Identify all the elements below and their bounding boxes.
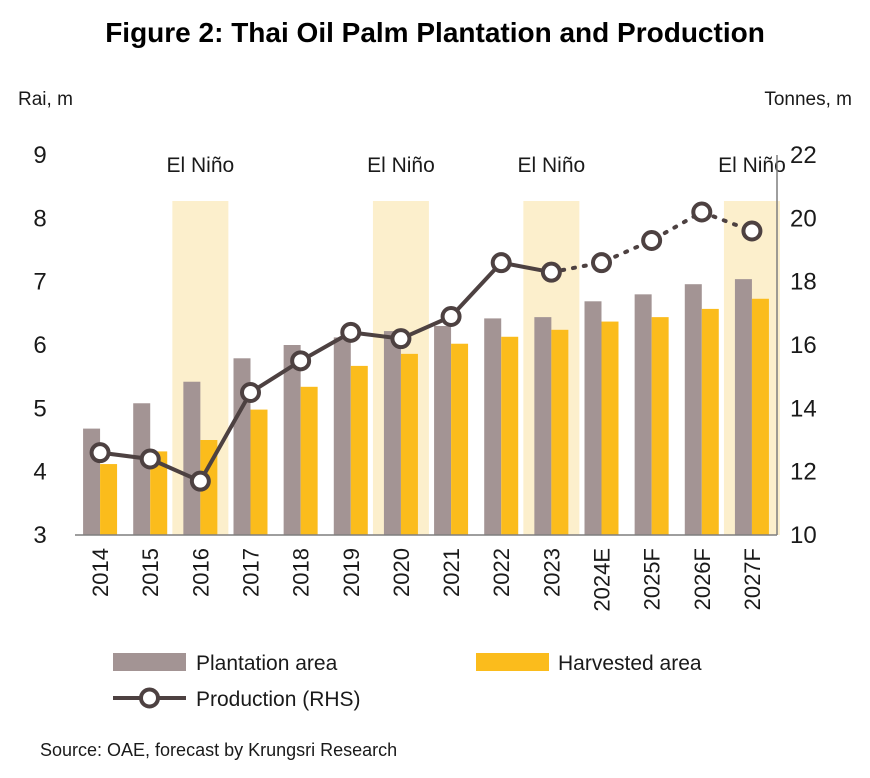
left-tick-label: 4 <box>33 459 46 486</box>
right-tick-label: 20 <box>790 205 817 232</box>
production-point <box>741 220 763 242</box>
harvested-area-bar <box>350 365 368 535</box>
category-label: 2026F <box>690 548 715 610</box>
harvested-area-bar <box>701 308 719 535</box>
left-tick-label: 9 <box>33 142 46 169</box>
legend: Plantation area Harvested area Production … <box>113 652 702 711</box>
el-nino-label: El Niño <box>518 154 586 177</box>
harvested-area-bar <box>250 409 268 535</box>
right-tick-label: 12 <box>790 459 817 486</box>
left-tick-label: 3 <box>33 522 46 549</box>
production-point <box>290 350 312 372</box>
plantation-area-bar <box>484 318 502 535</box>
right-tick-label: 16 <box>790 332 817 359</box>
plantation-area-bar <box>684 284 702 535</box>
plantation-area-bar <box>283 345 301 535</box>
production-point <box>591 252 612 274</box>
category-label: 2021 <box>439 548 464 597</box>
harvested-area-bar <box>200 440 218 535</box>
production-point <box>440 306 462 327</box>
category-label: 2027F <box>740 548 765 610</box>
production-line-actual <box>99 260 552 484</box>
harvested-area-bar <box>100 464 118 535</box>
legend-label-plantation: Plantation area <box>196 652 338 675</box>
left-tick-label: 8 <box>33 205 46 232</box>
category-label: 2024E <box>590 548 615 612</box>
left-axis-unit: Rai, m <box>18 89 73 110</box>
harvested-area-bar <box>150 451 168 535</box>
legend-label-harvested: Harvested area <box>558 652 702 675</box>
chart-title: Figure 2: Thai Oil Palm Plantation and P… <box>105 17 765 48</box>
production-point <box>691 201 713 223</box>
source-note: Source: OAE, forecast by Krungsri Resear… <box>40 740 397 760</box>
production-point <box>641 230 663 251</box>
left-tick-label: 6 <box>33 332 46 359</box>
production-point <box>139 448 161 470</box>
production-point <box>540 261 562 283</box>
harvested-area-bar <box>451 343 469 535</box>
plantation-area-bar <box>183 381 201 535</box>
harvested-area-bar <box>551 329 569 535</box>
harvested-area-bar <box>601 321 619 535</box>
plantation-area-bar <box>434 326 452 535</box>
legend-swatch-plantation <box>113 653 186 671</box>
right-tick-label: 10 <box>790 522 817 549</box>
harvested-area-bar <box>501 336 519 535</box>
category-label: 2023 <box>539 548 564 597</box>
plantation-area-bar <box>734 279 752 535</box>
category-label: 2015 <box>138 548 163 597</box>
production-point <box>490 252 512 274</box>
category-label: 2016 <box>188 548 213 597</box>
plantation-area-bar <box>383 331 401 535</box>
harvested-area-bar <box>400 353 418 535</box>
category-label: 2014 <box>88 548 113 597</box>
legend-swatch-harvested <box>476 653 549 671</box>
production-point <box>240 382 261 403</box>
production-line <box>89 201 763 492</box>
harvested-area-bar <box>300 386 318 535</box>
plantation-area-bar <box>133 403 151 535</box>
right-tick-label: 14 <box>790 395 817 422</box>
plantation-area-bar <box>584 301 602 535</box>
plantation-area-bar <box>634 294 652 535</box>
el-nino-label: El Niño <box>718 154 786 177</box>
category-label: 2019 <box>339 548 364 597</box>
right-tick-label: 18 <box>790 269 817 296</box>
harvested-area-bar <box>751 298 769 535</box>
category-label: 2017 <box>239 548 264 597</box>
harvested-area-bar <box>651 317 669 535</box>
bar-series <box>83 279 769 535</box>
axes <box>75 155 778 536</box>
category-label: 2020 <box>389 548 414 597</box>
category-label: 2022 <box>489 548 514 597</box>
production-point <box>390 328 412 350</box>
plantation-area-bar <box>534 317 552 535</box>
left-tick-label: 7 <box>33 269 46 296</box>
el-nino-label: El Niño <box>167 154 235 177</box>
category-label: 2025F <box>640 548 665 610</box>
el-nino-label: El Niño <box>367 154 435 177</box>
left-tick-label: 5 <box>33 395 46 422</box>
right-tick-label: 22 <box>790 142 817 169</box>
right-axis-unit: Tonnes, m <box>764 89 852 110</box>
legend-label-production: Production (RHS) <box>196 688 361 711</box>
production-line-forecast <box>549 209 754 275</box>
legend-marker-production <box>139 687 160 709</box>
plantation-area-bar <box>333 337 351 535</box>
production-point <box>89 442 111 464</box>
production-point <box>189 470 211 492</box>
production-point <box>340 321 362 343</box>
category-label: 2018 <box>289 548 314 597</box>
